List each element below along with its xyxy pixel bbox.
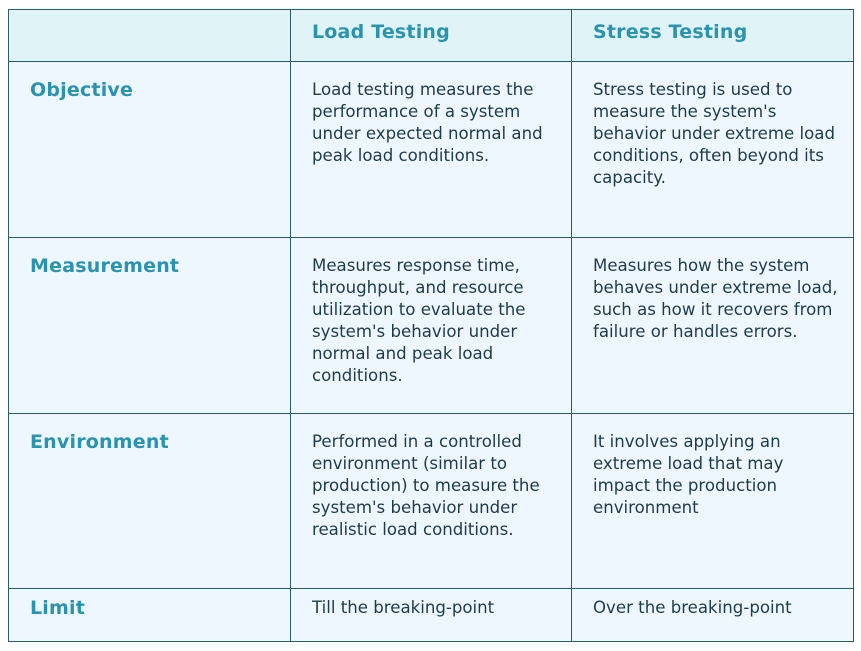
row-label-objective: Objective <box>30 79 134 101</box>
load-cell: Load testing measures the performance of… <box>290 61 572 238</box>
environment-stress-text: It involves applying an extreme load tha… <box>593 432 784 517</box>
measurement-stress-text: Measures how the system behaves under ex… <box>593 256 838 341</box>
row-label-limit: Limit <box>30 597 86 619</box>
measurement-load-text: Measures response time, throughput, and … <box>312 256 526 385</box>
stress-cell: Measures how the system behaves under ex… <box>571 237 854 414</box>
header-corner-label <box>9 10 290 21</box>
table-row: Limit Till the breaking-point Over the b… <box>8 588 854 642</box>
limit-load-text: Till the breaking-point <box>312 598 495 617</box>
row-label-cell: Measurement <box>8 237 291 414</box>
header-load-testing: Load Testing <box>312 21 450 43</box>
table-row: Environment Performed in a controlled en… <box>8 413 854 589</box>
environment-load-text: Performed in a controlled environment (s… <box>312 432 540 539</box>
load-cell: Performed in a controlled environment (s… <box>290 413 572 589</box>
stress-cell: Over the breaking-point <box>571 588 854 642</box>
row-label-environment: Environment <box>30 431 169 453</box>
header-stress-testing: Stress Testing <box>593 21 748 43</box>
stress-cell: It involves applying an extreme load tha… <box>571 413 854 589</box>
header-load-testing-cell: Load Testing <box>290 9 572 62</box>
objective-load-text: Load testing measures the performance of… <box>312 80 543 165</box>
header-row: Load Testing Stress Testing <box>8 9 854 62</box>
load-cell: Measures response time, throughput, and … <box>290 237 572 414</box>
stress-cell: Stress testing is used to measure the sy… <box>571 61 854 238</box>
limit-stress-text: Over the breaking-point <box>593 598 792 617</box>
comparison-table: Load Testing Stress Testing Objective Lo… <box>8 9 854 642</box>
row-label-cell: Environment <box>8 413 291 589</box>
row-label-measurement: Measurement <box>30 255 180 277</box>
row-label-cell: Objective <box>8 61 291 238</box>
table-row: Measurement Measures response time, thro… <box>8 237 854 414</box>
header-stress-testing-cell: Stress Testing <box>571 9 854 62</box>
objective-stress-text: Stress testing is used to measure the sy… <box>593 80 836 187</box>
table-row: Objective Load testing measures the perf… <box>8 61 854 238</box>
row-label-cell: Limit <box>8 588 291 642</box>
header-corner-cell <box>8 9 291 62</box>
load-cell: Till the breaking-point <box>290 588 572 642</box>
